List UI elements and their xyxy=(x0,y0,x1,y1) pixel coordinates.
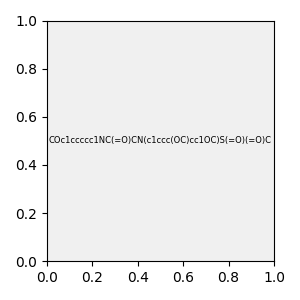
Text: COc1ccccc1NC(=O)CN(c1ccc(OC)cc1OC)S(=O)(=O)C: COc1ccccc1NC(=O)CN(c1ccc(OC)cc1OC)S(=O)(… xyxy=(49,136,272,146)
